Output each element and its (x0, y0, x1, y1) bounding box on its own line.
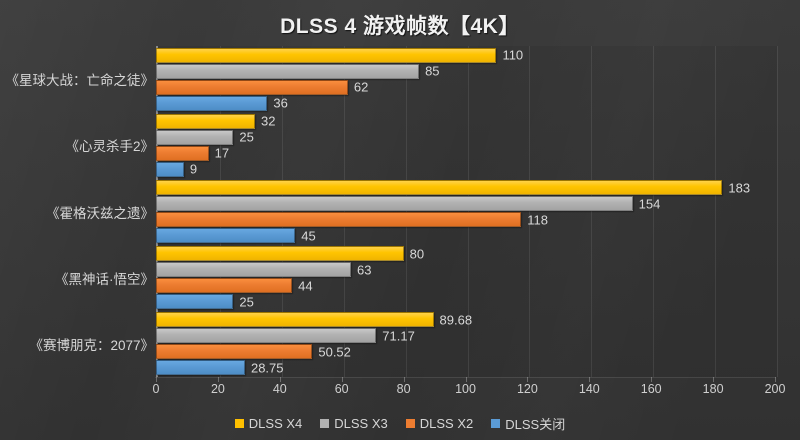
bar (156, 180, 723, 195)
bar (156, 278, 293, 294)
x-tick-mark (279, 377, 281, 382)
bar (156, 196, 633, 211)
x-tick-mark (156, 377, 157, 382)
chart-legend: DLSS X4 DLSS X3 DLSS X2 DLSS关闭 (0, 414, 800, 433)
x-tick-label: 0 (152, 382, 160, 396)
x-tick-mark (403, 377, 405, 382)
gridline (529, 46, 531, 377)
x-tick-mark (589, 377, 591, 382)
bar (156, 47, 497, 63)
category-label: 《黑神话·悟空》 (55, 271, 154, 287)
x-tick-mark (775, 377, 776, 382)
bar-value-label: 36 (273, 95, 288, 111)
bar (156, 212, 522, 227)
bar (156, 95, 268, 111)
bar-value-label: 85 (425, 63, 440, 79)
gridline (467, 46, 469, 377)
bar-value-label: 17 (214, 145, 230, 161)
category-label: 《赛博朋克：2077》 (29, 337, 154, 353)
legend-item[interactable]: DLSS X3 (320, 416, 388, 431)
bar-value-label: 25 (239, 294, 254, 310)
bar (156, 344, 313, 360)
bar-value-label: 32 (261, 113, 276, 129)
legend-swatch-icon (234, 419, 244, 428)
gridline (281, 46, 283, 377)
category-label: 《星球大战：亡命之徒》 (5, 73, 155, 89)
bar (156, 161, 184, 177)
bar-value-label: 154 (638, 196, 661, 211)
legend-item[interactable]: DLSS X4 (234, 416, 303, 431)
bar-value-label: 71.17 (382, 328, 415, 344)
gridline (343, 46, 345, 377)
category-label: 《霍格沃兹之遗》 (46, 205, 154, 221)
x-tick-label: 140 (578, 382, 600, 396)
bar-value-label: 44 (298, 278, 313, 294)
x-tick-label: 80 (396, 382, 411, 396)
x-tick-label: 160 (640, 382, 662, 396)
bar-value-label: 62 (353, 79, 369, 95)
bar-value-label: 118 (527, 212, 548, 227)
legend-label: DLSS X3 (334, 416, 388, 431)
x-tick-label: 100 (455, 382, 476, 396)
x-tick-mark (217, 377, 219, 382)
bar (156, 262, 351, 278)
x-tick-label: 120 (516, 382, 538, 396)
bar (156, 246, 404, 262)
bar (156, 360, 245, 376)
x-tick-mark (527, 377, 529, 382)
gridline (219, 46, 221, 377)
bar (156, 129, 234, 145)
bar (156, 228, 296, 243)
chart-title: DLSS 4 游戏帧数【4K】 (280, 15, 520, 38)
bar (156, 63, 420, 79)
bar (156, 79, 348, 95)
gridline (777, 46, 778, 377)
x-axis-line (155, 377, 776, 378)
x-tick-mark (341, 377, 343, 382)
legend-swatch-icon (491, 419, 501, 428)
legend-swatch-icon (405, 419, 415, 428)
bar (156, 113, 256, 129)
bar-value-label: 63 (356, 262, 372, 278)
x-tick-mark (713, 377, 715, 382)
legend-item[interactable]: DLSS X2 (405, 416, 474, 431)
category-label: 《心灵杀手2》 (65, 139, 154, 155)
gridline (715, 46, 717, 377)
bar-value-label: 25 (239, 129, 254, 145)
bar (156, 294, 234, 310)
x-tick-label: 200 (764, 382, 786, 396)
bar-value-label: 28.75 (250, 360, 284, 376)
legend-label: DLSS X2 (419, 416, 474, 431)
legend-label: DLSS关闭 (505, 417, 566, 432)
x-tick-mark (651, 377, 653, 382)
x-tick-label: 20 (210, 382, 225, 396)
gridline (653, 46, 655, 377)
bar-value-label: 45 (301, 228, 316, 243)
gridline (405, 46, 407, 377)
gridline (591, 46, 593, 377)
bar-value-label: 183 (728, 180, 751, 195)
legend-label: DLSS X4 (248, 416, 303, 431)
x-tick-label: 60 (334, 382, 349, 396)
x-tick-label: 180 (702, 382, 724, 396)
bar-value-label: 9 (189, 161, 198, 177)
x-tick-label: 40 (272, 382, 287, 396)
bar-value-label: 50.52 (318, 344, 351, 360)
bar (156, 145, 209, 161)
x-tick-mark (465, 377, 467, 382)
legend-swatch-icon (320, 419, 330, 428)
bar (156, 328, 377, 344)
legend-item[interactable]: DLSS关闭 (491, 414, 565, 433)
bar-value-label: 80 (409, 246, 425, 262)
bar-value-label: 110 (502, 47, 524, 63)
bar (156, 312, 434, 328)
bar-value-label: 89.68 (439, 312, 473, 328)
